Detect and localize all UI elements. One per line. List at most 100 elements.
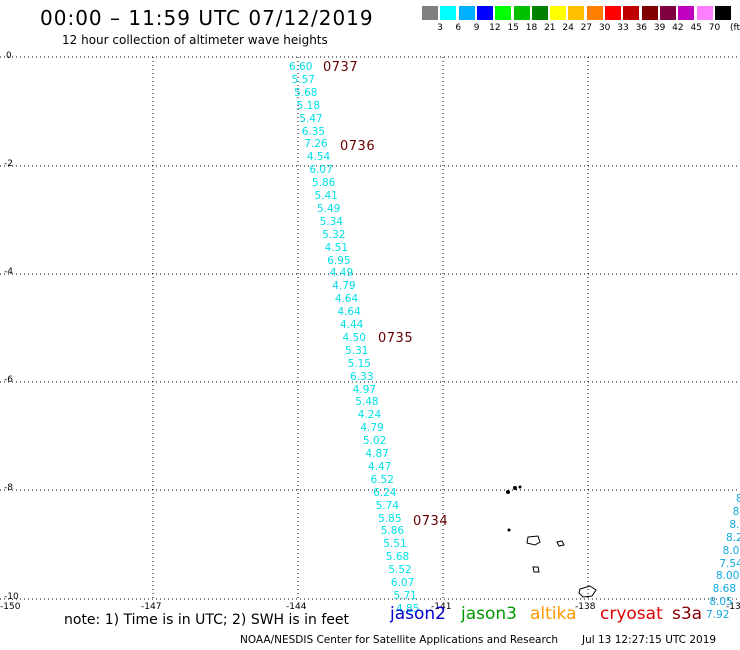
swh-value: 4.64 (337, 306, 361, 319)
swh-value: 7.54 (719, 557, 740, 570)
legend-swatch (696, 6, 713, 20)
swh-value: 5.51 (383, 538, 407, 551)
swh-value: 5.32 (322, 228, 346, 241)
swh-value: 4.49 (329, 267, 354, 280)
legend-swatch (531, 6, 548, 20)
swh-value: 5.52 (388, 564, 412, 577)
swh-value: 7.26 (304, 138, 328, 151)
legend-unit-label: (ft) (730, 23, 740, 33)
legend-swatch (422, 6, 438, 20)
legend-value-label: 42 (672, 23, 684, 33)
legend-value-label: 45 (690, 23, 702, 33)
swh-value: 8 (736, 493, 740, 505)
swh-value: 4.47 (367, 460, 392, 473)
pass-time-label: 0737 (323, 60, 359, 75)
legend-value-label: 30 (598, 23, 611, 33)
swh-value: 6.60 (289, 61, 313, 73)
swh-value: 5.71 (393, 589, 417, 602)
legend-value-label: 33 (617, 23, 629, 33)
legend-value-label: 36 (635, 23, 648, 33)
swh-value: 5.02 (362, 435, 387, 448)
swh-value: 4.87 (365, 448, 389, 460)
swh-value: 4.85 (396, 602, 420, 615)
longitude-label: -141 (431, 602, 452, 612)
legend-value-label: 3 (437, 23, 443, 33)
island-marker (513, 486, 517, 490)
longitude-label: -144 (286, 602, 307, 612)
latitude-label: -6 (4, 375, 13, 385)
longitude-label: -138 (575, 602, 596, 612)
longitude-label: -13 (726, 602, 740, 612)
island-outline (578, 585, 597, 598)
swh-value: 5.85 (378, 512, 402, 525)
swh-value: 6.33 (350, 370, 374, 383)
swh-value: 4.44 (339, 319, 364, 331)
island-outline (556, 540, 565, 547)
satellite-altika: altika (530, 604, 577, 624)
island-outlines (506, 485, 597, 598)
swh-value: 6.07 (309, 164, 333, 177)
swh-value: 5.18 (296, 99, 321, 112)
swh-value: 6.24 (373, 486, 397, 499)
swh-value: 8.2 (726, 531, 740, 544)
satellite-cryosat: cryosat (600, 604, 663, 624)
note-text: note: 1) Time is in UTC; 2) SWH is in fe… (64, 612, 350, 628)
legend-value-label: 15 (507, 23, 519, 33)
footer-timestamp: Jul 13 12:27:15 UTC 2019 (582, 634, 717, 646)
island-marker (506, 490, 510, 494)
legend-swatch (513, 6, 530, 20)
swh-value: 5.57 (291, 73, 315, 86)
swh-value: 4.51 (324, 241, 349, 254)
swh-value: 8. (729, 518, 740, 531)
swh-value: 8 (732, 505, 740, 518)
swh-value: 8.05 (709, 596, 733, 609)
legend-value-label: 24 (562, 23, 574, 33)
island-marker (518, 485, 522, 489)
swh-value: 5.47 (299, 112, 323, 125)
latitude-label: 0 (6, 51, 12, 61)
swh-value: 8.68 (712, 583, 737, 596)
grid-lines (0, 56, 740, 600)
island-outline (526, 535, 541, 546)
swh-value: 4.79 (360, 422, 384, 435)
swh-value: 4.97 (352, 383, 377, 396)
legend-value-label: 21 (544, 23, 556, 33)
legend-swatch (440, 6, 457, 20)
legend-swatch (458, 6, 475, 20)
swh-value: 5.41 (314, 190, 338, 202)
swh-value: 6.95 (327, 254, 351, 267)
legend-value-label: 27 (580, 23, 593, 33)
swh-value: 5.48 (355, 396, 379, 409)
legend-swatch (659, 6, 676, 20)
map-subtitle: 12 hour collection of altimeter wave hei… (62, 33, 328, 47)
satellite-jason3: jason3 (461, 604, 517, 624)
footer-credit: NOAA/NESDIS Center for Satellite Applica… (240, 634, 558, 646)
pass-time-label: 0735 (378, 331, 414, 346)
island-outline (532, 566, 540, 573)
pass-time-label: 0736 (340, 139, 376, 154)
swh-value: 8.0 (722, 544, 740, 557)
swh-value: 5.86 (311, 177, 336, 190)
satellite-jason2: jason2 (390, 604, 446, 624)
swh-value: 6.52 (370, 473, 394, 486)
swh-value: 4.50 (342, 331, 366, 344)
legend-swatch (623, 6, 640, 20)
swh-value: 5.49 (317, 202, 341, 215)
swh-value: 6.35 (301, 125, 326, 138)
legend-swatch (586, 6, 603, 20)
swh-value: 4.64 (334, 293, 359, 306)
legend-value-label: 39 (653, 23, 666, 33)
swh-value: 5.68 (294, 86, 318, 99)
legend-swatch (550, 6, 567, 20)
swh-value: 6.07 (390, 577, 415, 589)
swh-value: 7.92 (706, 609, 730, 622)
latitude-label: -4 (4, 267, 13, 277)
legend-value-label: 12 (489, 23, 501, 33)
island-marker (507, 528, 511, 532)
satellite-s3a: s3a (672, 604, 703, 624)
latitude-label: -8 (4, 483, 13, 493)
swh-value: 5.68 (385, 551, 410, 564)
legend-swatch (641, 6, 658, 20)
swh-value: 4.79 (332, 280, 356, 293)
